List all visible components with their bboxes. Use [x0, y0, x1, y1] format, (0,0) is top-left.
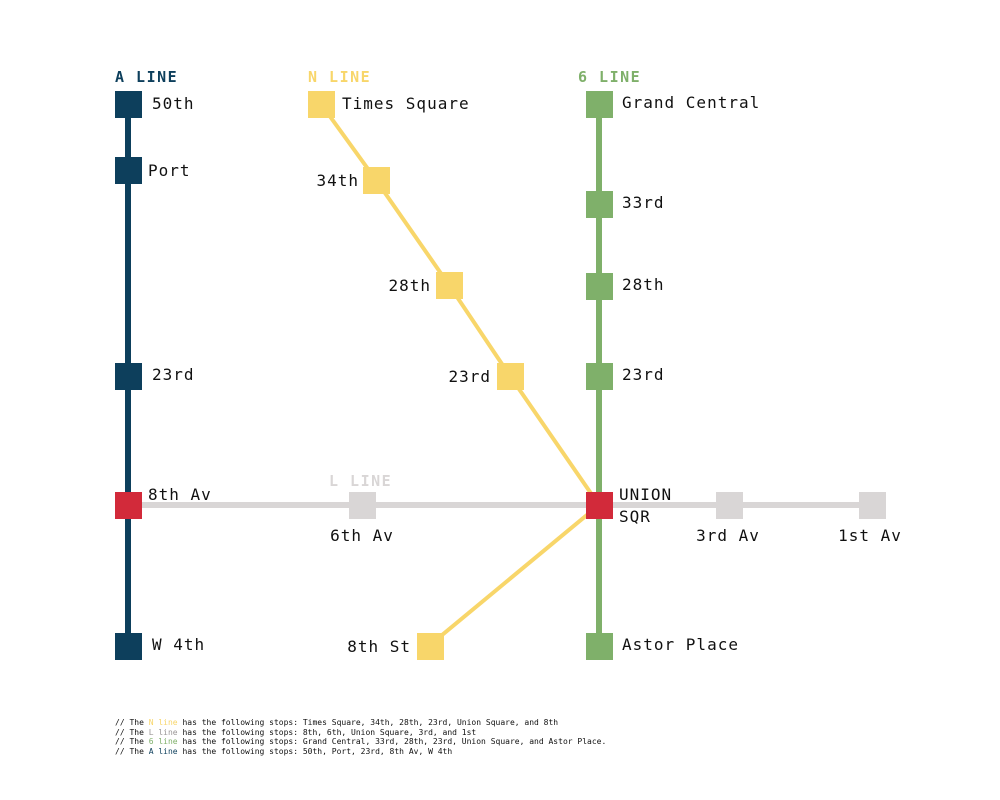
station-8th-av-transfer-marker[interactable] — [115, 492, 142, 519]
note-n-line: // The N line has the following stops: T… — [115, 718, 606, 728]
station-union-sqr-label-line1: UNION — [619, 485, 672, 504]
station-n-8th-st-marker[interactable] — [417, 633, 444, 660]
station-a-w4th-label: W 4th — [152, 635, 205, 654]
note-l-suffix: has the following stops: 8th, 6th, Union… — [177, 727, 477, 737]
station-n-34th-marker[interactable] — [363, 167, 390, 194]
station-n-34th-label: 34th — [316, 171, 359, 190]
station-n-23rd-marker[interactable] — [497, 363, 524, 390]
station-six-33rd-label: 33rd — [622, 193, 665, 212]
station-n-times-square-label: Times Square — [342, 94, 470, 113]
station-union-sqr-transfer-marker[interactable] — [586, 492, 613, 519]
station-n-23rd-label: 23rd — [448, 367, 491, 386]
station-l-3rd-av-label: 3rd Av — [696, 526, 760, 545]
note-six-prefix: // The — [115, 737, 149, 746]
note-n-suffix: has the following stops: Times Square, 3… — [177, 718, 559, 727]
station-a-8th-av-label: 8th Av — [148, 485, 212, 504]
station-a-50th-label: 50th — [152, 94, 195, 113]
station-a-port-label: Port — [148, 161, 191, 180]
route-notes: // The N line has the following stops: T… — [115, 718, 606, 756]
station-l-6th-av-marker[interactable] — [349, 492, 376, 519]
note-six-suffix: has the following stops: Grand Central, … — [177, 737, 607, 746]
station-six-astor-place-label: Astor Place — [622, 635, 739, 654]
six-line-title: 6 LINE — [578, 68, 641, 86]
note-six-colored: 6 line — [148, 737, 178, 746]
station-l-6th-av-label: 6th Av — [330, 526, 394, 545]
station-n-8th-st-label: 8th St — [347, 637, 411, 656]
station-a-23rd-marker[interactable] — [115, 363, 142, 390]
station-six-23rd-marker[interactable] — [586, 363, 613, 390]
l-line-title: L LINE — [329, 472, 392, 490]
station-l-3rd-av-marker[interactable] — [716, 492, 743, 519]
station-a-w4th-marker[interactable] — [115, 633, 142, 660]
station-l-1st-av-marker[interactable] — [859, 492, 886, 519]
station-six-astor-place-marker[interactable] — [586, 633, 613, 660]
station-six-grand-central-marker[interactable] — [586, 91, 613, 118]
station-a-50th-marker[interactable] — [115, 91, 142, 118]
note-a-line: // The A line has the following stops: 5… — [115, 747, 606, 757]
note-l-colored: L line — [148, 727, 178, 737]
note-a-prefix: // The — [115, 746, 149, 756]
station-six-33rd-marker[interactable] — [586, 191, 613, 218]
note-a-suffix: has the following stops: 50th, Port, 23r… — [177, 746, 453, 756]
station-a-23rd-label: 23rd — [152, 365, 195, 384]
a-line-title: A LINE — [115, 68, 178, 86]
station-six-grand-central-label: Grand Central — [622, 93, 760, 112]
station-six-23rd-label: 23rd — [622, 365, 665, 384]
note-n-colored: N line — [148, 718, 178, 727]
station-a-port-marker[interactable] — [115, 157, 142, 184]
station-n-28th-label: 28th — [388, 276, 431, 295]
station-six-28th-label: 28th — [622, 275, 665, 294]
station-six-28th-marker[interactable] — [586, 273, 613, 300]
station-union-sqr-label-line2: SQR — [619, 507, 651, 526]
n-line-title: N LINE — [308, 68, 371, 86]
note-l-prefix: // The — [115, 727, 149, 737]
note-a-colored: A line — [148, 746, 178, 756]
station-l-1st-av-label: 1st Av — [838, 526, 902, 545]
note-l-line: // The L line has the following stops: 8… — [115, 728, 606, 738]
station-n-28th-marker[interactable] — [436, 272, 463, 299]
note-n-prefix: // The — [115, 718, 149, 727]
station-n-times-square-marker[interactable] — [308, 91, 335, 118]
note-six-line: // The 6 line has the following stops: G… — [115, 737, 606, 747]
